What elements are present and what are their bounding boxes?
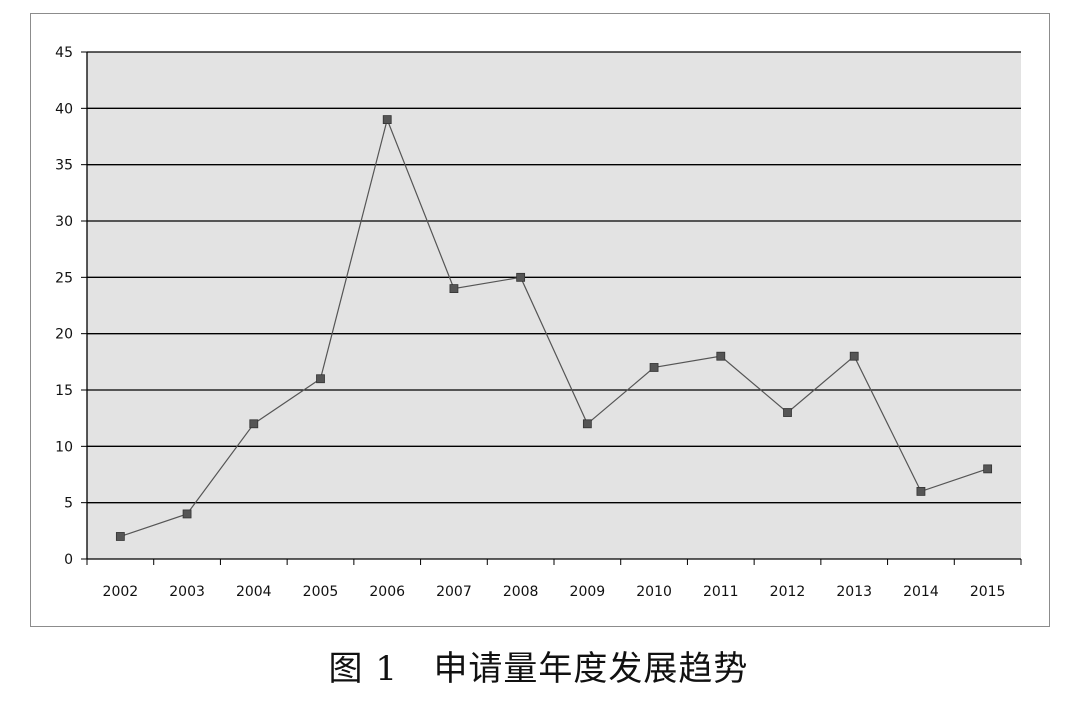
data-point-marker — [449, 284, 459, 294]
data-point-marker — [649, 363, 659, 372]
data-point-marker — [115, 532, 125, 541]
y-tick-label: 45 — [55, 45, 73, 61]
y-tick-label: 30 — [55, 214, 73, 230]
figure-label: 图 1 — [328, 649, 398, 689]
y-tick-label: 20 — [55, 327, 73, 343]
x-tick-label: 2008 — [503, 584, 539, 600]
y-tick-label: 35 — [55, 158, 73, 174]
figure-title: 申请量年度发展趋势 — [433, 649, 749, 689]
data-point-marker — [516, 272, 526, 282]
x-tick-label: 2003 — [169, 584, 205, 600]
line-chart: 0 5 10 15 20 25 30 35 40 45 2002 2003 2004 2005 2006 20… — [55, 45, 1022, 600]
data-point-marker — [849, 351, 859, 361]
chart-frame: 0 5 10 15 20 25 30 35 40 45 2002 2003 2004 2005 2006 20… — [30, 13, 1050, 627]
data-point-marker — [316, 374, 325, 384]
x-tick-label: 2007 — [436, 584, 472, 600]
y-tick-label: 5 — [64, 496, 73, 512]
y-tick-label: 15 — [55, 383, 73, 399]
y-tick-label: 25 — [55, 270, 73, 286]
x-tick-label: 2012 — [770, 584, 806, 600]
x-tick-label: 2009 — [570, 584, 606, 600]
x-tick-label: 2015 — [970, 584, 1006, 600]
figure-caption: 图 1 申请量年度发展趋势 — [0, 641, 1077, 690]
x-tick-label: 2010 — [636, 584, 672, 600]
data-point-marker — [182, 509, 192, 519]
data-point-marker — [783, 408, 792, 417]
plot-area — [87, 52, 1021, 559]
x-tick-label: 2002 — [103, 584, 139, 600]
data-point-marker — [249, 419, 259, 429]
data-point-marker — [582, 419, 592, 429]
x-tick-label: 2013 — [836, 584, 872, 600]
x-tick-label: 2014 — [903, 584, 939, 600]
series-line — [120, 117, 988, 538]
x-tick-label: 2004 — [236, 584, 272, 600]
data-point-marker — [716, 351, 726, 361]
x-tick-label: 2006 — [369, 584, 405, 600]
data-point-marker — [983, 464, 993, 474]
x-tick-label: 2005 — [303, 584, 339, 600]
y-tick-label: 0 — [64, 552, 73, 568]
y-tick-label: 10 — [55, 439, 73, 455]
data-point-marker — [916, 486, 926, 496]
data-point-marker — [382, 115, 392, 124]
y-tick-label: 40 — [55, 101, 73, 117]
x-tick-label: 2011 — [703, 584, 739, 600]
